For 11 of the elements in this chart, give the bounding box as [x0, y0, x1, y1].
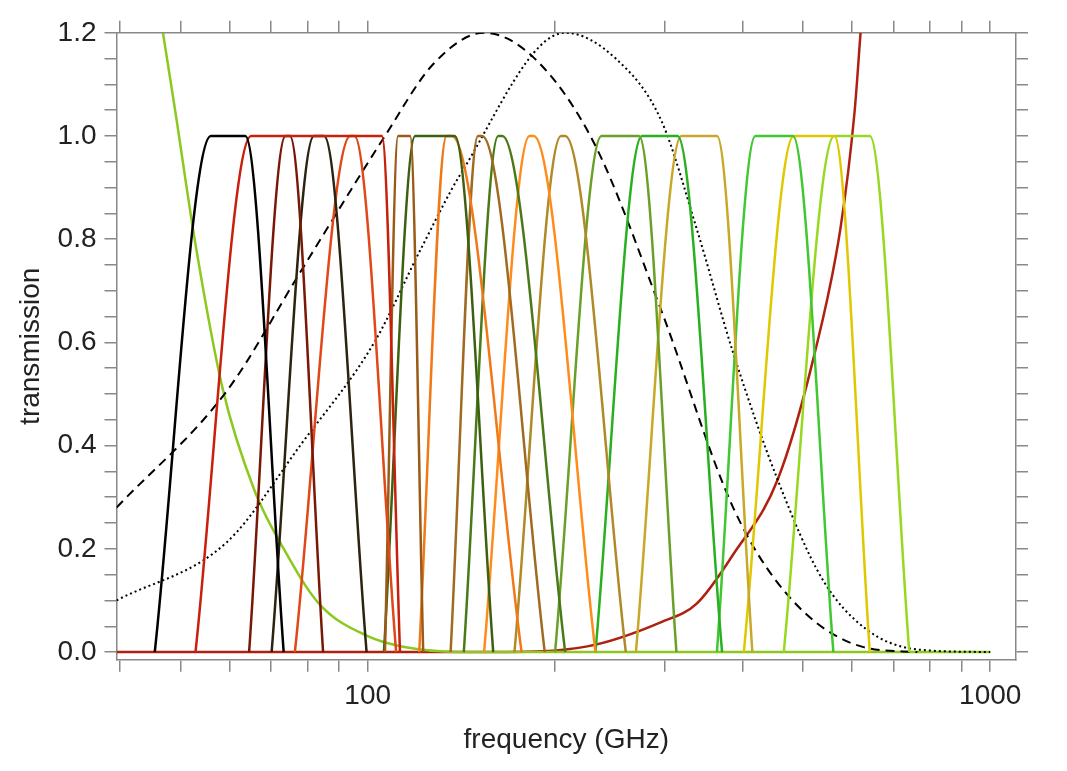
- y-tick-label: 1.2: [57, 15, 97, 47]
- y-tick-label: 0.2: [57, 531, 97, 563]
- y-tick-label: 1.0: [57, 118, 97, 150]
- x-tick-label: 1000: [959, 679, 1022, 711]
- x-axis-title: frequency (GHz): [463, 722, 669, 754]
- y-axis-title: transmission: [13, 267, 45, 425]
- y-tick-label: 0.6: [57, 325, 97, 357]
- y-tick-label: 0.0: [57, 634, 97, 666]
- x-tick-label: 100: [344, 679, 392, 711]
- y-tick-label: 0.8: [57, 221, 97, 253]
- y-tick-label: 0.4: [57, 428, 97, 460]
